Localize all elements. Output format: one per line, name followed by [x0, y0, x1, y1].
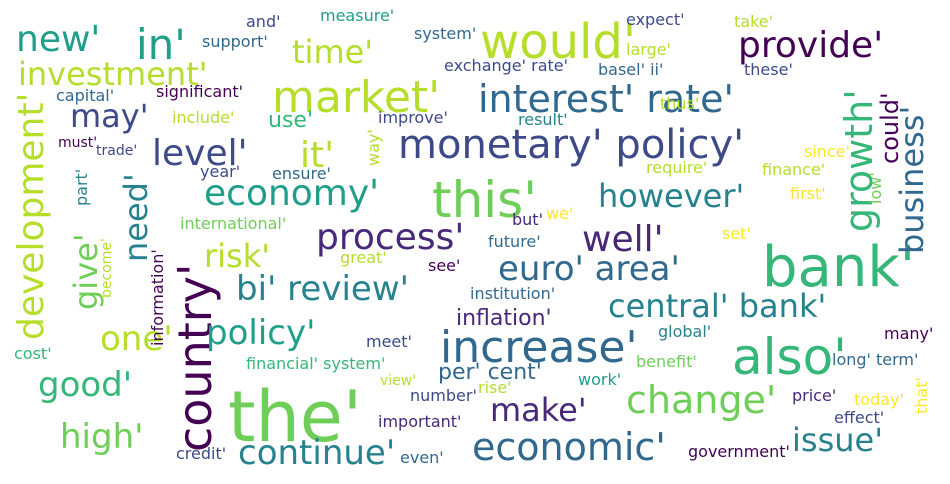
word-institution: institution'	[470, 284, 556, 303]
word-set: set'	[722, 224, 751, 243]
word-basel-ii: basel' ii'	[598, 60, 664, 79]
word-low: low'	[866, 172, 885, 204]
word-way: way'	[364, 129, 383, 166]
word-many: many'	[884, 324, 934, 343]
word-government: government'	[688, 442, 790, 461]
word-we: we'	[546, 204, 574, 223]
word-international: international'	[180, 214, 287, 233]
word-information: information'	[148, 249, 167, 346]
word-long-term: long' term'	[832, 350, 919, 369]
word-take: take'	[734, 12, 774, 31]
word-year: year'	[200, 162, 241, 181]
word-ensure: ensure'	[272, 164, 331, 183]
word-price: price'	[792, 386, 837, 405]
word-could: could'	[876, 92, 904, 164]
word-development: development'	[11, 92, 52, 340]
word-improve: improve'	[378, 108, 448, 127]
word-good: good'	[38, 365, 133, 405]
word-capital: capital'	[56, 86, 115, 105]
word-issue: issue'	[792, 421, 883, 459]
word-work: work'	[578, 370, 622, 389]
word-central-bank: central' bank'	[608, 287, 827, 325]
word-interest-rate: interest' rate'	[478, 77, 734, 121]
word-become: become'	[99, 238, 115, 298]
word-risk: risk'	[204, 237, 271, 275]
word-cost: cost'	[14, 344, 52, 363]
word-this: this'	[432, 171, 537, 229]
word-rise: rise'	[478, 378, 512, 397]
word-require: require'	[646, 158, 708, 177]
word-however: however'	[598, 177, 745, 215]
word-bi-review: bi' review'	[236, 269, 409, 309]
word-meet: meet'	[366, 332, 412, 351]
word-but: but'	[512, 210, 543, 229]
word-monetary-policy: monetary' policy'	[398, 122, 745, 168]
word-finance: finance'	[762, 160, 826, 179]
word-provide: provide'	[738, 25, 884, 66]
word-well: well'	[582, 219, 664, 260]
word-may: may'	[70, 97, 149, 135]
word-process: process'	[316, 217, 465, 258]
word-see: see'	[428, 256, 461, 275]
word-effect: effect'	[834, 408, 885, 427]
word-make: make'	[490, 391, 587, 429]
word-policy: policy'	[206, 313, 316, 353]
word-high: high'	[60, 417, 144, 457]
word-use: use'	[268, 108, 313, 133]
word-important: important'	[378, 412, 462, 431]
word-inflation: inflation'	[456, 306, 552, 331]
word-since: since'	[804, 142, 850, 161]
word-also: also'	[732, 328, 847, 386]
word-these: these'	[744, 60, 793, 79]
word-country: country'	[168, 263, 222, 452]
word-level: level'	[152, 133, 248, 174]
word-system: system'	[414, 24, 477, 43]
word-euro-area: euro' area'	[498, 249, 680, 289]
word-the: the'	[228, 376, 363, 458]
word-first: first'	[790, 184, 826, 203]
word-change: change'	[626, 378, 777, 422]
word-number: number'	[410, 386, 477, 405]
word-investment: investment'	[18, 55, 208, 93]
word-increase: increase'	[440, 322, 638, 373]
word-global: global'	[658, 322, 712, 341]
word-part: part'	[72, 168, 91, 206]
word-must: must'	[58, 135, 98, 151]
word-benefit: benefit'	[636, 352, 697, 371]
word-exchange-rate: exchange' rate'	[444, 56, 569, 75]
word-that: that'	[912, 377, 931, 414]
word-give: give'	[67, 233, 105, 310]
word-would: would'	[480, 14, 637, 70]
word-time: time'	[292, 33, 374, 71]
word-one: one'	[100, 319, 173, 359]
word-significant: significant'	[156, 82, 244, 101]
word-thus: thus'	[660, 94, 700, 113]
word-future: future'	[488, 232, 541, 251]
word-today: today'	[854, 390, 904, 409]
word-bank: bank'	[762, 235, 916, 300]
word-expect: expect'	[626, 10, 685, 29]
word-per-cent: per' cent'	[438, 360, 542, 385]
word-support: support'	[202, 32, 268, 51]
word-include: include'	[172, 108, 235, 127]
word-economy: economy'	[204, 173, 380, 214]
word-new: new'	[16, 19, 101, 60]
word-measure: measure'	[320, 6, 395, 25]
word-it: it'	[300, 135, 335, 176]
word-trade: trade'	[96, 143, 138, 159]
word-credit: credit'	[176, 444, 227, 463]
word-view: view'	[380, 373, 417, 389]
word-great: great'	[340, 248, 387, 267]
word-continue: continue'	[238, 433, 396, 473]
word-financial-system: financial' system'	[246, 354, 386, 373]
word-in: in'	[136, 20, 186, 69]
word-market: market'	[272, 72, 441, 123]
word-even: even'	[400, 448, 444, 467]
word-large: large'	[626, 40, 671, 59]
word-result: result'	[518, 110, 568, 129]
word-and: and'	[246, 12, 281, 31]
word-economic: economic'	[472, 425, 666, 469]
